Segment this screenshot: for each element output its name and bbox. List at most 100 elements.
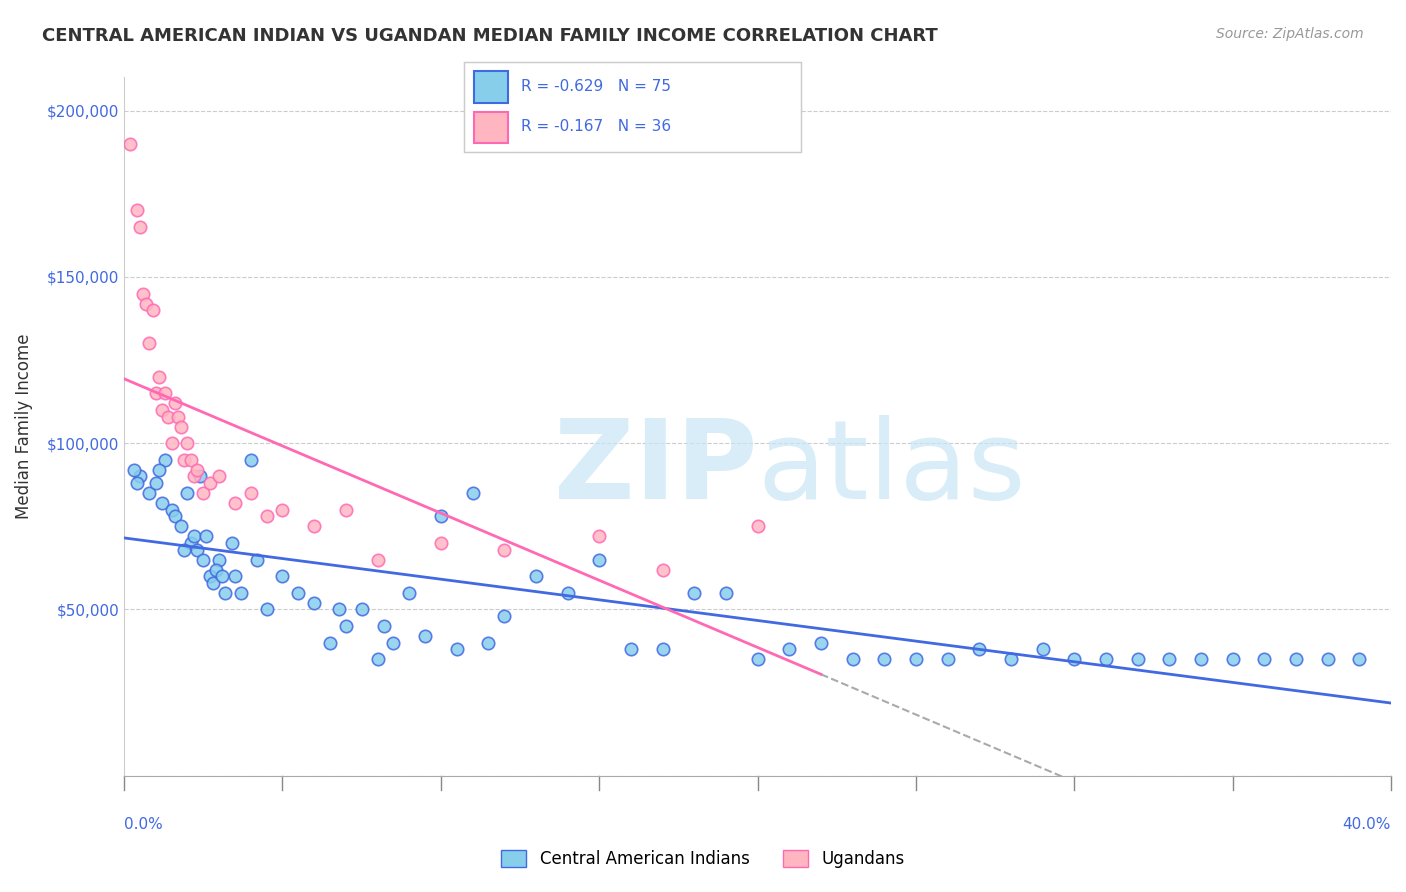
Point xyxy=(477,636,499,650)
Point xyxy=(1253,652,1275,666)
Point xyxy=(302,596,325,610)
Point xyxy=(188,469,211,483)
Point xyxy=(160,436,183,450)
Point xyxy=(302,519,325,533)
Point xyxy=(246,552,269,566)
Point xyxy=(157,409,180,424)
Point xyxy=(205,563,228,577)
Point xyxy=(150,496,173,510)
Point xyxy=(778,642,800,657)
Point xyxy=(145,386,167,401)
Point xyxy=(319,636,342,650)
Point xyxy=(132,286,155,301)
Point xyxy=(195,529,218,543)
Point xyxy=(231,586,253,600)
Point xyxy=(239,453,262,467)
Text: atlas: atlas xyxy=(758,415,1026,522)
Point xyxy=(167,409,190,424)
Text: R = -0.167   N = 36: R = -0.167 N = 36 xyxy=(522,120,672,134)
Point xyxy=(180,536,202,550)
Point xyxy=(1032,642,1054,657)
Bar xyxy=(474,71,508,103)
Text: ZIP: ZIP xyxy=(554,415,758,522)
Point xyxy=(224,496,246,510)
Point xyxy=(366,552,388,566)
Point xyxy=(557,586,579,600)
Point xyxy=(1159,652,1181,666)
Point xyxy=(208,552,231,566)
Point xyxy=(335,502,357,516)
Point xyxy=(271,569,294,583)
Point xyxy=(494,542,516,557)
Point xyxy=(683,586,706,600)
Point xyxy=(170,519,193,533)
Point xyxy=(256,509,278,524)
Bar xyxy=(474,112,508,143)
Point xyxy=(176,486,198,500)
Point xyxy=(198,476,221,491)
Point xyxy=(373,619,395,633)
Point xyxy=(1095,652,1118,666)
Point xyxy=(1000,652,1022,666)
Point xyxy=(967,642,990,657)
Point xyxy=(142,303,165,318)
Point xyxy=(1126,652,1149,666)
Point xyxy=(328,602,350,616)
Point xyxy=(214,586,236,600)
Point xyxy=(170,419,193,434)
Point xyxy=(461,486,484,500)
Point xyxy=(173,542,195,557)
Point xyxy=(524,569,547,583)
Point xyxy=(747,652,769,666)
Y-axis label: Median Family Income: Median Family Income xyxy=(15,334,32,519)
Text: R = -0.629   N = 75: R = -0.629 N = 75 xyxy=(522,79,671,94)
Point xyxy=(138,336,160,351)
Point xyxy=(588,552,610,566)
Point xyxy=(271,502,294,516)
Point xyxy=(198,569,221,583)
Point xyxy=(193,552,215,566)
Point xyxy=(183,469,205,483)
Point xyxy=(1348,652,1371,666)
Point xyxy=(186,463,208,477)
Point xyxy=(160,502,183,516)
Point xyxy=(287,586,309,600)
Point xyxy=(494,609,516,624)
Point xyxy=(747,519,769,533)
Point xyxy=(173,453,195,467)
Point xyxy=(221,536,243,550)
Point xyxy=(224,569,246,583)
Point xyxy=(366,652,388,666)
Point xyxy=(810,636,832,650)
Point xyxy=(1285,652,1308,666)
Point xyxy=(145,476,167,491)
Text: CENTRAL AMERICAN INDIAN VS UGANDAN MEDIAN FAMILY INCOME CORRELATION CHART: CENTRAL AMERICAN INDIAN VS UGANDAN MEDIA… xyxy=(42,27,938,45)
Point xyxy=(904,652,927,666)
Point xyxy=(239,486,262,500)
Point xyxy=(714,586,737,600)
Point xyxy=(211,569,233,583)
Point xyxy=(120,136,142,151)
Point xyxy=(936,652,959,666)
Point xyxy=(588,529,610,543)
Point xyxy=(1316,652,1339,666)
Point xyxy=(256,602,278,616)
Point xyxy=(382,636,405,650)
Point xyxy=(1189,652,1212,666)
Text: Source: ZipAtlas.com: Source: ZipAtlas.com xyxy=(1216,27,1364,41)
Point xyxy=(201,575,224,590)
Point xyxy=(350,602,373,616)
Point xyxy=(163,396,186,410)
Point xyxy=(183,529,205,543)
Text: 40.0%: 40.0% xyxy=(1343,817,1391,832)
Point xyxy=(138,486,160,500)
Point xyxy=(446,642,468,657)
Point xyxy=(335,619,357,633)
Text: 0.0%: 0.0% xyxy=(124,817,163,832)
Point xyxy=(155,453,177,467)
Point xyxy=(129,220,152,235)
Point xyxy=(122,463,145,477)
Point xyxy=(163,509,186,524)
Point xyxy=(413,629,436,643)
Point xyxy=(1222,652,1244,666)
